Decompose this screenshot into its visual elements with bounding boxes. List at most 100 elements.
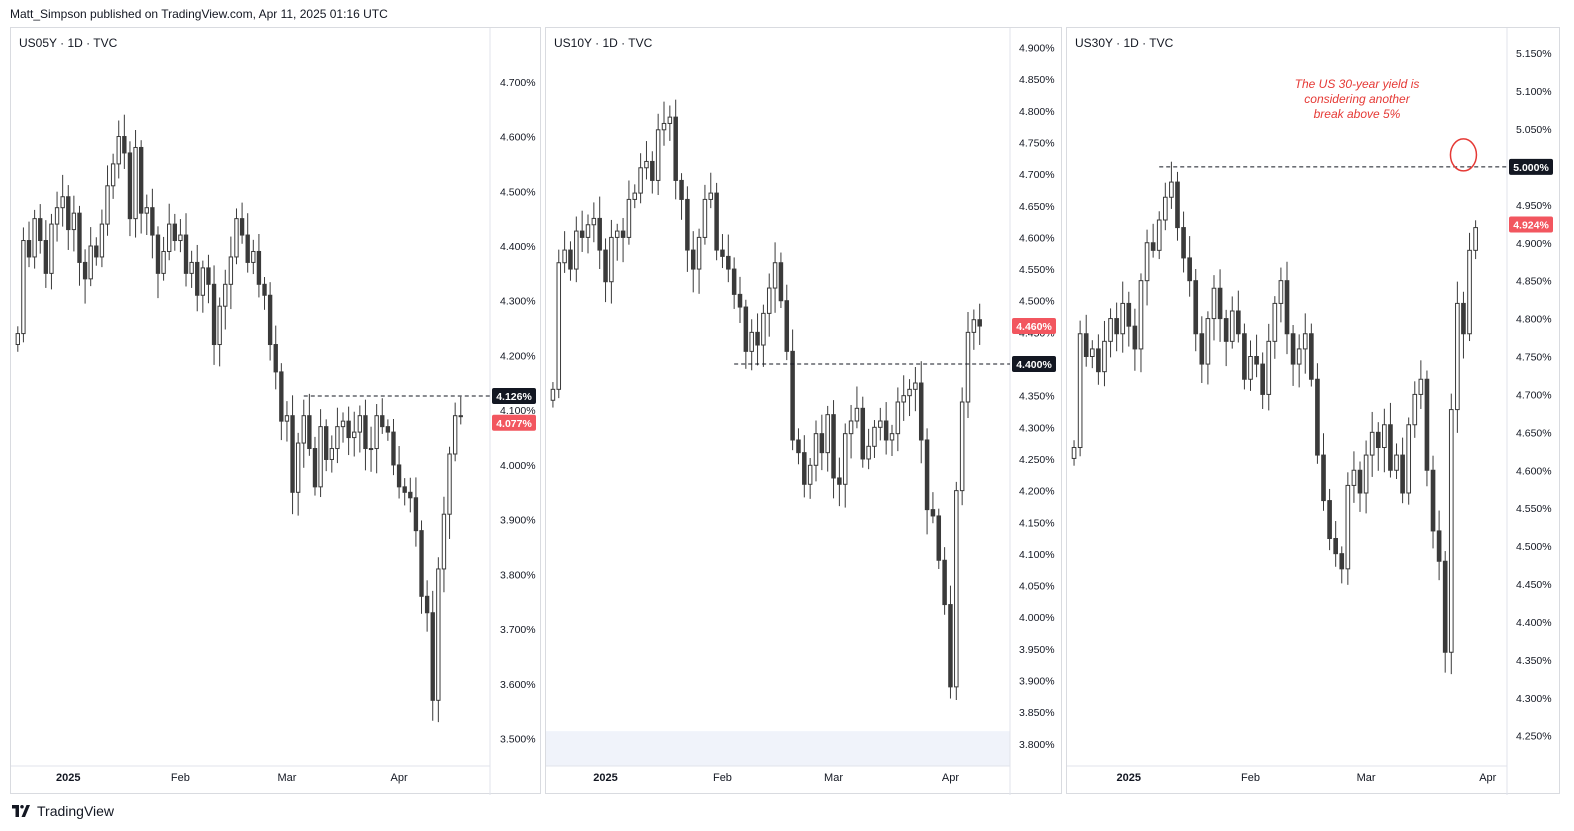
us10y-candle — [661, 122, 667, 131]
us30y-candle — [1357, 469, 1363, 494]
us30y-candle — [1278, 280, 1284, 304]
us05y-chart-panel[interactable]: 4.700% 4.600% 4.500% 4.400% 4.300% 4.200% 4.10… — [10, 27, 542, 795]
us05y-candle — [183, 234, 189, 274]
us30y-candle — [1199, 333, 1205, 365]
us10y-candle — [813, 433, 819, 466]
us30y-y-tick-label: 4.850% — [1516, 276, 1552, 288]
us10y-candle — [790, 350, 795, 441]
us05y-candle — [295, 442, 301, 493]
us10y-candle — [737, 293, 743, 308]
us05y-candle — [71, 212, 77, 231]
us10y-y-tick-label: 4.350% — [1019, 391, 1055, 403]
us10y-candle — [766, 287, 772, 314]
us05y-chart-svg[interactable]: 4.700% 4.600% 4.500% 4.400% 4.300% 4.200% 4.10… — [11, 28, 542, 795]
us05y-candle — [200, 267, 206, 296]
us10y-last-price-badge-text: 4.460% — [1016, 321, 1052, 333]
us05y-candle — [301, 415, 306, 444]
tradingview-logo-icon — [12, 805, 30, 817]
us10y-candle — [872, 426, 877, 447]
us10y-candle — [848, 420, 854, 435]
us05y-candle — [138, 146, 144, 214]
us10y-candle — [685, 198, 690, 251]
us05y-y-tick-label: 3.800% — [500, 569, 536, 581]
us05y-candle — [430, 612, 435, 701]
us30y-candle — [1193, 280, 1199, 335]
us05y-candle — [413, 497, 419, 532]
annotation-text-line: break above 5% — [1314, 107, 1401, 121]
us10y-candle — [696, 236, 702, 270]
us30y-candle — [1077, 333, 1083, 448]
us30y-candle — [1467, 249, 1472, 335]
us30y-candle — [1272, 302, 1278, 342]
us30y-candle — [1461, 302, 1466, 335]
us05y-x-tick-label: 2025 — [56, 772, 80, 784]
us30y-candle — [1217, 287, 1223, 320]
us10y-candle — [749, 331, 754, 352]
us30y-candle — [1242, 333, 1247, 380]
us05y-x-tick-label: Feb — [171, 772, 190, 784]
us10y-candle — [895, 401, 901, 435]
us05y-candle — [239, 218, 245, 236]
us10y-candle — [614, 230, 620, 238]
us05y-reference-badge-text: 4.126% — [496, 391, 532, 403]
us10y-candle — [936, 515, 942, 561]
us30y-candle — [1229, 310, 1235, 342]
us10y-chart-svg[interactable]: 4.900% 4.850% 4.800% 4.750% 4.700% 4.650% 4.60… — [546, 28, 1063, 795]
us10y-x-tick-label: Mar — [824, 772, 843, 784]
us10y-candle — [761, 312, 766, 346]
us30y-y-tick-label: 5.100% — [1516, 86, 1552, 98]
us05y-candle — [105, 185, 110, 225]
us30y-candle — [1412, 393, 1418, 426]
us05y-y-tick-label: 4.300% — [500, 296, 536, 308]
us10y-candle — [626, 198, 632, 238]
us05y-candle — [329, 448, 334, 460]
us05y-candle — [15, 333, 20, 345]
us10y-chart-title: US10Y · 1D · TVC — [554, 36, 653, 50]
us10y-candle — [556, 262, 562, 390]
us10y-reference-badge — [1012, 356, 1056, 373]
us30y-candle — [1284, 280, 1290, 335]
us10y-candle — [597, 217, 602, 251]
us10y-candle — [971, 319, 977, 333]
us05y-y-tick-label: 4.500% — [500, 186, 536, 198]
us05y-candle — [391, 431, 396, 466]
us05y-candle — [144, 207, 149, 214]
us10y-candle — [679, 179, 684, 200]
us30y-candle — [1400, 454, 1405, 494]
us30y-chart-panel[interactable]: 5.150% 5.100% 5.050% 4.950% 4.900% 4.850% 4.80… — [1066, 27, 1561, 795]
us10y-y-tick-label: 4.800% — [1019, 106, 1055, 118]
us30y-candle — [1394, 454, 1399, 471]
us05y-y-tick-label: 3.700% — [500, 624, 536, 636]
us10y-y-tick-label: 4.150% — [1019, 517, 1055, 529]
us30y-candle — [1150, 242, 1156, 251]
us05y-candle — [110, 163, 116, 187]
us10y-candle — [714, 192, 719, 251]
us30y-y-tick-label: 4.400% — [1516, 617, 1552, 629]
us10y-y-tick-label: 4.600% — [1019, 232, 1055, 244]
us30y-candle — [1363, 454, 1369, 494]
us10y-chart-panel[interactable]: 4.900% 4.850% 4.800% 4.750% 4.700% 4.650% 4.60… — [545, 27, 1063, 795]
us10y-candle — [831, 414, 836, 479]
us10y-y-tick-label: 4.050% — [1019, 581, 1055, 593]
us10y-last-price-badge — [1012, 318, 1056, 335]
footer-branding[interactable]: TradingView — [10, 801, 114, 821]
us10y-candle — [644, 160, 649, 169]
us30y-candle — [1102, 340, 1107, 373]
us30y-candle — [1126, 302, 1132, 327]
us30y-y-tick-label: 4.300% — [1516, 693, 1552, 705]
us30y-y-tick-label: 4.700% — [1516, 389, 1552, 401]
us30y-candle — [1187, 257, 1192, 282]
us30y-y-tick-label: 5.050% — [1516, 124, 1552, 136]
us05y-candle — [49, 223, 54, 274]
us05y-candle — [346, 420, 351, 439]
us10y-candle — [632, 192, 638, 200]
us30y-last-price-badge-text: 4.924% — [1513, 220, 1549, 232]
us10y-candle — [930, 509, 936, 517]
us05y-candle — [424, 595, 430, 614]
us30y-candle — [1406, 424, 1412, 494]
us30y-x-tick-label: 2025 — [1117, 772, 1141, 784]
us05y-y-tick-label: 4.000% — [500, 460, 536, 472]
us30y-chart-svg[interactable]: 5.150% 5.100% 5.050% 4.950% 4.900% 4.850% 4.80… — [1067, 28, 1561, 795]
us05y-candle — [189, 261, 194, 274]
us10y-candle — [562, 249, 567, 264]
